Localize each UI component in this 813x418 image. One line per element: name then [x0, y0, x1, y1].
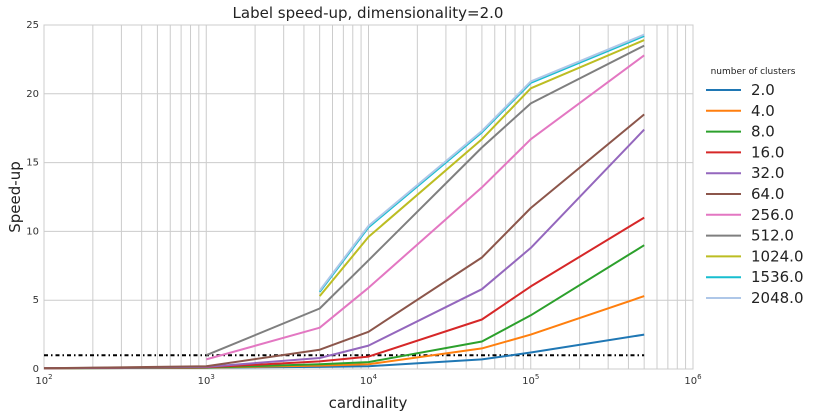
legend-label: 32.0	[751, 164, 784, 182]
legend: number of clusters 2.0 4.0 8.0 16.0 32.0 64.0…	[706, 67, 804, 307]
x-tick-exponent: 4	[373, 373, 378, 381]
legend-item: 64.0	[706, 185, 784, 203]
x-tick-labels: 102 103 104 105 106	[35, 373, 702, 387]
x-tick-label: 106	[684, 373, 702, 387]
series-line-512-0	[205, 44, 645, 357]
series-line-1024-0	[318, 39, 645, 297]
x-tick-base: 10	[198, 376, 211, 387]
x-tick-exponent: 2	[48, 373, 52, 381]
plot-frame	[43, 24, 694, 370]
legend-label: 2048.0	[751, 289, 804, 307]
legend-item: 1536.0	[706, 268, 804, 286]
x-tick-label: 104	[360, 373, 378, 387]
y-tick-label: 15	[26, 158, 39, 169]
y-tick-label: 25	[26, 20, 39, 31]
legend-item: 32.0	[706, 164, 784, 182]
x-tick-base: 10	[35, 376, 48, 387]
y-tick-labels: 0 5 10 15 20 25	[26, 20, 39, 375]
legend-items: 2.0 4.0 8.0 16.0 32.0 64.0 256.0 512.0 1024.0 153…	[706, 81, 804, 307]
series-lines	[43, 33, 645, 370]
x-tick-exponent: 3	[210, 373, 214, 381]
series-line-2048-0	[318, 33, 645, 292]
legend-item: 16.0	[706, 143, 784, 161]
x-tick-base: 10	[684, 376, 697, 387]
series-line-256-0	[206, 54, 645, 361]
legend-label: 64.0	[751, 185, 784, 203]
legend-label: 1536.0	[751, 268, 804, 286]
x-tick-label: 105	[522, 373, 539, 387]
legend-label: 1024.0	[751, 247, 804, 265]
x-tick-exponent: 5	[535, 373, 539, 381]
legend-item: 4.0	[706, 102, 775, 120]
chart-title: Label speed-up, dimensionality=2.0	[233, 4, 504, 22]
x-axis-title: cardinality	[329, 394, 408, 412]
legend-label: 2.0	[751, 81, 775, 99]
x-tick-label: 102	[35, 373, 52, 387]
x-tick-exponent: 6	[697, 373, 702, 381]
legend-label: 512.0	[751, 227, 794, 245]
y-tick-label: 5	[33, 295, 39, 306]
x-tick-base: 10	[522, 376, 535, 387]
x-tick-label: 103	[198, 373, 215, 387]
legend-label: 16.0	[751, 143, 784, 161]
legend-item: 1024.0	[706, 247, 804, 265]
y-tick-label: 20	[26, 89, 39, 100]
legend-item: 2.0	[706, 81, 775, 99]
legend-item: 2048.0	[706, 289, 804, 307]
x-tick-base: 10	[360, 376, 373, 387]
y-tick-label: 10	[26, 226, 39, 237]
legend-label: 4.0	[751, 102, 775, 120]
legend-item: 512.0	[706, 227, 794, 245]
legend-label: 8.0	[751, 123, 775, 141]
y-axis-title: Speed-up	[6, 161, 24, 232]
legend-title: number of clusters	[711, 67, 796, 77]
series-line-64-0	[43, 113, 645, 370]
y-tick-label: 0	[33, 364, 39, 375]
legend-item: 256.0	[706, 206, 794, 224]
legend-label: 256.0	[751, 206, 794, 224]
legend-item: 8.0	[706, 123, 775, 141]
